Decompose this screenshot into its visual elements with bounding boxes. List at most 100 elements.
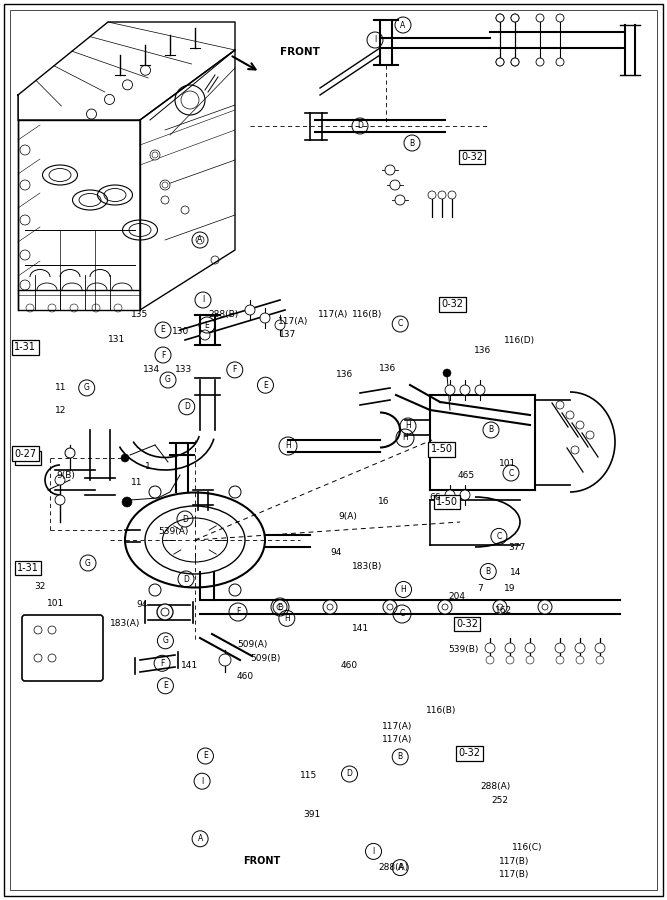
Circle shape [493, 600, 507, 614]
Circle shape [55, 475, 65, 485]
Text: C: C [398, 320, 403, 328]
Text: D: D [183, 574, 189, 583]
Circle shape [395, 195, 405, 205]
Circle shape [575, 643, 585, 653]
Circle shape [200, 330, 210, 340]
Text: F: F [233, 365, 237, 374]
Text: G: G [84, 383, 89, 392]
Text: D: D [357, 122, 363, 130]
Text: 183(B): 183(B) [352, 562, 383, 572]
Text: 117(A): 117(A) [277, 317, 308, 326]
Text: FRONT: FRONT [280, 47, 320, 57]
Text: F: F [160, 659, 164, 668]
Circle shape [448, 191, 456, 199]
Circle shape [556, 656, 564, 664]
Text: E: E [163, 681, 168, 690]
Text: 32: 32 [35, 582, 46, 591]
Text: 539(A): 539(A) [159, 527, 189, 536]
Circle shape [556, 14, 564, 22]
Text: 0-27: 0-27 [14, 448, 37, 459]
Text: 133: 133 [175, 364, 192, 373]
Text: F: F [236, 608, 240, 616]
Circle shape [34, 626, 42, 634]
Text: 116(B): 116(B) [426, 706, 456, 716]
Text: 136: 136 [474, 346, 491, 355]
Text: 116(C): 116(C) [512, 843, 543, 852]
Text: 9(B): 9(B) [57, 471, 75, 480]
Circle shape [438, 191, 446, 199]
Circle shape [445, 490, 455, 500]
Text: E: E [203, 752, 208, 760]
Text: A: A [197, 834, 203, 843]
Text: B: B [486, 567, 491, 576]
Circle shape [443, 369, 451, 377]
Circle shape [275, 320, 285, 330]
Text: G: G [85, 559, 91, 568]
Text: 7: 7 [478, 584, 484, 593]
Text: 465: 465 [458, 471, 475, 480]
Circle shape [245, 305, 255, 315]
Circle shape [323, 600, 337, 614]
Circle shape [571, 446, 579, 454]
Text: 391: 391 [303, 810, 321, 819]
Text: 94: 94 [331, 548, 342, 557]
Text: 11: 11 [131, 478, 142, 487]
Circle shape [525, 643, 535, 653]
Circle shape [595, 643, 605, 653]
Text: 288(A): 288(A) [378, 863, 408, 872]
Text: E: E [161, 326, 165, 335]
FancyBboxPatch shape [22, 615, 103, 681]
Text: A: A [398, 863, 403, 872]
Circle shape [511, 58, 519, 66]
Circle shape [149, 584, 161, 596]
Text: 116(D): 116(D) [504, 336, 535, 345]
Text: 460: 460 [237, 672, 254, 681]
Text: 136: 136 [336, 370, 354, 379]
Text: 134: 134 [143, 364, 161, 373]
Circle shape [536, 14, 544, 22]
Text: A: A [197, 236, 203, 245]
Text: 130: 130 [172, 327, 189, 336]
Circle shape [34, 654, 42, 662]
Text: 509(A): 509(A) [237, 640, 267, 649]
Text: FRONT: FRONT [243, 856, 281, 867]
Text: 19: 19 [504, 584, 515, 593]
Circle shape [438, 600, 452, 614]
Text: D: D [347, 770, 352, 778]
Circle shape [496, 14, 504, 22]
Text: D: D [182, 515, 188, 524]
Text: 136: 136 [379, 364, 396, 373]
Circle shape [150, 150, 160, 160]
Circle shape [475, 385, 485, 395]
Circle shape [496, 58, 504, 66]
Circle shape [511, 14, 519, 22]
Text: 14: 14 [510, 568, 522, 577]
Text: G: G [163, 636, 168, 645]
Circle shape [576, 421, 584, 429]
Text: 9(A): 9(A) [339, 512, 358, 521]
Text: 1-31: 1-31 [15, 342, 36, 353]
Circle shape [511, 14, 519, 22]
Circle shape [486, 656, 494, 664]
Text: 0-32: 0-32 [442, 299, 463, 310]
Text: 117(A): 117(A) [382, 735, 412, 744]
Circle shape [229, 486, 241, 498]
Text: H: H [284, 614, 289, 623]
Text: D: D [184, 402, 189, 411]
Circle shape [55, 495, 65, 505]
Text: 183(A): 183(A) [110, 619, 141, 628]
Text: A: A [400, 21, 406, 30]
Circle shape [485, 643, 495, 653]
Circle shape [566, 411, 574, 419]
Circle shape [556, 58, 564, 66]
Text: B: B [398, 752, 403, 761]
Text: E: E [263, 381, 268, 390]
Text: 135: 135 [131, 310, 148, 319]
Text: 11: 11 [55, 382, 66, 392]
Text: 1-50: 1-50 [431, 444, 452, 454]
Text: B: B [488, 426, 494, 435]
Text: I: I [202, 295, 204, 304]
Circle shape [460, 385, 470, 395]
Text: 131: 131 [108, 335, 125, 344]
Text: 0-27: 0-27 [17, 453, 39, 463]
